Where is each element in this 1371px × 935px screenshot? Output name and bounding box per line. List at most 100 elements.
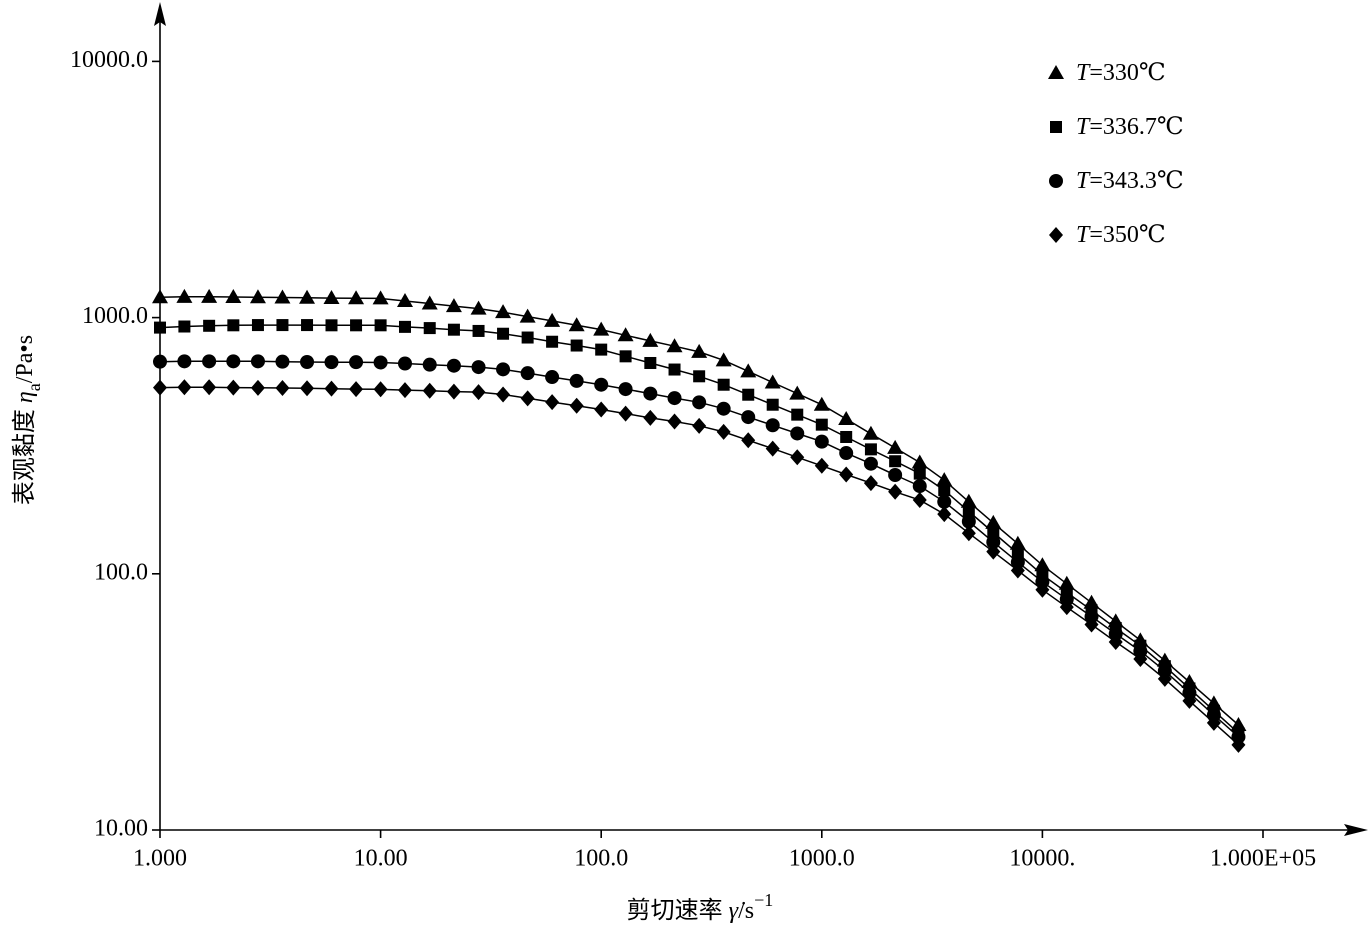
- legend-marker: [1048, 65, 1064, 79]
- data-point: [545, 370, 560, 385]
- data-point: [1034, 557, 1051, 572]
- data-point: [153, 379, 167, 396]
- data-point: [1035, 581, 1050, 598]
- data-point: [374, 319, 387, 332]
- data-point: [717, 378, 730, 391]
- data-point: [396, 292, 413, 307]
- data-point: [593, 321, 610, 336]
- data-point: [1010, 555, 1025, 570]
- data-point: [227, 319, 240, 332]
- data-point: [226, 354, 241, 369]
- data-point: [668, 363, 681, 376]
- x-axis-label-part: /s: [738, 898, 754, 924]
- data-point: [177, 354, 192, 369]
- y-axis-label: 表观黏度 ηa/Pa•s: [11, 335, 45, 505]
- legend-label-part: T: [1076, 60, 1091, 86]
- x-tick-label: 10.00: [354, 846, 408, 872]
- data-point: [740, 363, 757, 378]
- data-point: [716, 423, 731, 440]
- data-point: [913, 467, 926, 480]
- y-axis-label-part: a: [24, 383, 44, 391]
- data-point: [325, 319, 338, 332]
- data-point: [814, 457, 829, 474]
- data-point: [936, 472, 953, 487]
- data-point: [1108, 626, 1123, 641]
- data-point: [545, 394, 560, 411]
- data-point: [274, 289, 291, 304]
- data-point: [1182, 692, 1197, 709]
- fit-line: [159, 360, 1239, 738]
- x-axis-label-part: −1: [754, 890, 773, 910]
- y-tick-label: 1000.0: [82, 303, 148, 329]
- data-point: [619, 350, 632, 363]
- data-point: [813, 396, 830, 411]
- data-point: [349, 355, 364, 370]
- y-tick-label: 10000.0: [70, 47, 148, 73]
- data-point: [519, 308, 536, 323]
- data-point: [961, 525, 976, 542]
- data-point: [546, 335, 559, 348]
- data-point: [594, 401, 609, 418]
- data-point: [422, 382, 437, 399]
- data-point: [862, 425, 879, 440]
- data-point: [398, 320, 411, 333]
- data-point: [423, 322, 436, 335]
- data-point: [937, 506, 952, 523]
- data-point: [520, 366, 535, 381]
- data-point: [986, 535, 1001, 550]
- legend-label: T=343.3℃: [1076, 168, 1184, 194]
- data-point: [985, 514, 1002, 529]
- data-point: [568, 317, 585, 332]
- data-point: [251, 319, 264, 332]
- data-point: [250, 354, 265, 369]
- data-point: [250, 379, 265, 396]
- data-point: [764, 374, 781, 389]
- fit-line: [159, 324, 1240, 734]
- legend-label-part: =330℃: [1089, 60, 1165, 86]
- data-point: [642, 332, 659, 347]
- data-point: [276, 319, 289, 332]
- x-tick-label: 100.0: [574, 846, 628, 872]
- data-point: [840, 430, 853, 443]
- data-point: [887, 439, 904, 454]
- data-point: [617, 327, 634, 342]
- data-point: [888, 483, 903, 500]
- legend-label-part: T: [1076, 114, 1091, 140]
- data-point: [938, 484, 951, 497]
- x-tick-label: 1.000E+05: [1210, 846, 1316, 872]
- data-point: [644, 356, 657, 369]
- data-point: [790, 426, 805, 441]
- data-point: [225, 289, 242, 304]
- data-point: [1059, 599, 1074, 616]
- data-point: [1206, 714, 1221, 731]
- data-point: [447, 323, 460, 336]
- data-point: [742, 388, 755, 401]
- fit-line: [159, 296, 1239, 726]
- x-tick-label: 1000.0: [789, 846, 855, 872]
- data-point: [937, 494, 952, 509]
- data-point: [299, 289, 316, 304]
- data-point: [791, 408, 804, 421]
- data-point: [667, 391, 682, 406]
- data-point: [643, 386, 658, 401]
- data-point: [496, 386, 511, 403]
- data-point: [691, 343, 708, 358]
- data-point: [300, 354, 315, 369]
- data-point: [766, 398, 779, 411]
- data-point: [863, 456, 878, 471]
- legend-label: T=330℃: [1076, 60, 1166, 86]
- data-point: [1157, 670, 1172, 687]
- legend-label-part: T: [1076, 222, 1091, 248]
- legend-marker: [1049, 174, 1063, 188]
- data-point: [692, 417, 707, 434]
- x-axis-label: 剪切速率 γ̇/s−1: [627, 890, 774, 923]
- data-point: [570, 339, 583, 352]
- data-point: [226, 379, 241, 396]
- y-axis-label-part: 表观黏度: [11, 403, 38, 505]
- data-point: [961, 514, 976, 529]
- data-point: [814, 434, 829, 449]
- data-point: [324, 355, 339, 370]
- data-point: [741, 410, 756, 425]
- data-point: [741, 432, 756, 449]
